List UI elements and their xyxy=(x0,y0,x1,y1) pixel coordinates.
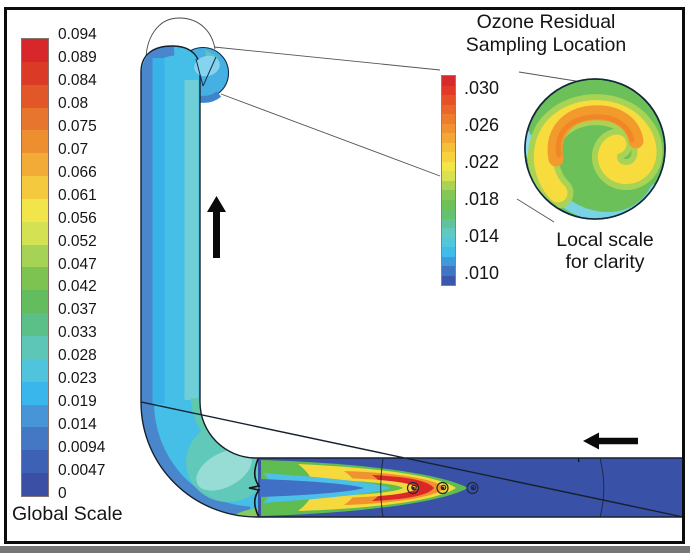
colorband-19 xyxy=(442,256,455,266)
colorband-17 xyxy=(442,237,455,247)
colorband-16 xyxy=(442,228,455,238)
colorband-14 xyxy=(442,209,455,219)
tick-label: 0.061 xyxy=(58,186,97,204)
colorband-10 xyxy=(442,171,455,181)
inset-title: Ozone Residual Sampling Location xyxy=(452,11,640,57)
tick-label: 0.0047 xyxy=(58,462,106,480)
local-colorbar xyxy=(441,75,456,286)
colorband-6 xyxy=(22,176,48,199)
colorband-7 xyxy=(442,142,455,152)
colorband-6 xyxy=(442,133,455,143)
colorband-17 xyxy=(22,427,48,451)
colorband-20 xyxy=(442,266,455,276)
tick-label: 0.084 xyxy=(58,71,97,89)
colorband-11 xyxy=(442,180,455,190)
pipe-outline xyxy=(140,45,684,518)
tick-label: 0.019 xyxy=(58,393,97,411)
colorband-8 xyxy=(442,152,455,162)
tick-label: 0 xyxy=(58,485,67,502)
colorband-2 xyxy=(442,95,455,105)
colorband-13 xyxy=(22,335,48,359)
injector-port-icons xyxy=(406,481,479,495)
global-colorbar-labels: 0.094 0.089 0.084 0.08 0.075 0.07 0.066 0.061 0.… xyxy=(58,26,128,508)
tick-label: 0.07 xyxy=(58,140,89,158)
tick-label: .022 xyxy=(464,151,500,172)
colorband-3 xyxy=(442,104,455,114)
tick-label: 0.042 xyxy=(58,278,97,296)
riser-outer-blue-band xyxy=(141,46,251,517)
ozone-jet-contours xyxy=(260,460,468,516)
tick-label: .030 xyxy=(464,78,500,98)
colorband-3 xyxy=(22,107,48,131)
colorband-8 xyxy=(22,221,48,245)
colorband-2 xyxy=(22,84,48,108)
global-scale-title: Global Scale xyxy=(12,503,123,525)
tick-label: 0.094 xyxy=(58,26,97,43)
global-colorbar xyxy=(21,38,49,497)
inset-orange-arch xyxy=(547,105,644,167)
colorband-9 xyxy=(22,244,48,268)
tick-label: 0.066 xyxy=(58,163,97,181)
colorband-11 xyxy=(22,290,48,314)
upward-flow-arrow-icon xyxy=(207,196,226,258)
inset-yellow-swirl xyxy=(533,100,657,203)
colorband-1 xyxy=(22,61,48,85)
tick-label: 0.033 xyxy=(58,324,97,342)
sampling-sphere-details xyxy=(194,50,220,87)
tick-label: 0.0094 xyxy=(58,439,106,457)
colorband-10 xyxy=(22,267,48,291)
colorband-15 xyxy=(22,381,48,405)
colorband-4 xyxy=(442,114,455,124)
tick-label: 0.075 xyxy=(58,117,97,135)
tick-label: 0.08 xyxy=(58,94,89,112)
tick-label: 0.089 xyxy=(58,48,97,66)
leftward-flow-arrow-icon xyxy=(583,432,638,450)
inset-caption-line2: for clarity xyxy=(565,251,645,273)
colorband-18 xyxy=(22,450,48,474)
tick-label: 0.028 xyxy=(58,347,97,365)
tank-dome-outline xyxy=(145,17,216,65)
colorband-5 xyxy=(442,123,455,133)
tick-label: 0.052 xyxy=(58,232,97,250)
tick-label: 0.047 xyxy=(58,255,97,273)
colorband-12 xyxy=(442,190,455,200)
tick-label: .014 xyxy=(464,225,500,246)
colorband-7 xyxy=(22,198,48,222)
inset-caption-line1: Local scale xyxy=(556,229,654,251)
tick-label: 0.014 xyxy=(58,416,97,434)
tick-label: .026 xyxy=(464,114,500,135)
colorband-4 xyxy=(22,130,48,154)
inset-cross-section xyxy=(524,78,666,220)
image-edge-strip xyxy=(0,546,690,553)
colorband-15 xyxy=(442,218,455,228)
callout-leader-lines xyxy=(213,46,583,223)
colorband-0 xyxy=(442,76,455,86)
colorband-16 xyxy=(22,404,48,428)
colorband-14 xyxy=(22,358,48,382)
colorband-5 xyxy=(22,153,48,177)
tick-label: .010 xyxy=(464,262,500,283)
colorband-21 xyxy=(442,275,455,285)
colorband-19 xyxy=(22,473,48,496)
inset-title-line1: Ozone Residual xyxy=(476,11,616,33)
inset-title-line2: Sampling Location xyxy=(465,34,627,56)
colorband-1 xyxy=(442,85,455,95)
colorband-12 xyxy=(22,313,48,336)
colorband-18 xyxy=(442,247,455,257)
colorband-9 xyxy=(442,161,455,171)
tick-label: 0.037 xyxy=(58,301,97,319)
tick-label: 0.056 xyxy=(58,209,97,227)
colorband-13 xyxy=(442,199,455,209)
tick-label: 0.023 xyxy=(58,370,97,388)
inset-caption: Local scale for clarity xyxy=(544,229,666,273)
elbow-light-patch xyxy=(196,449,252,491)
local-colorbar-labels: .030 .026 .022 .018 .014 .010 xyxy=(464,75,514,290)
tick-label: .018 xyxy=(464,188,500,209)
colorband-0 xyxy=(22,39,48,62)
